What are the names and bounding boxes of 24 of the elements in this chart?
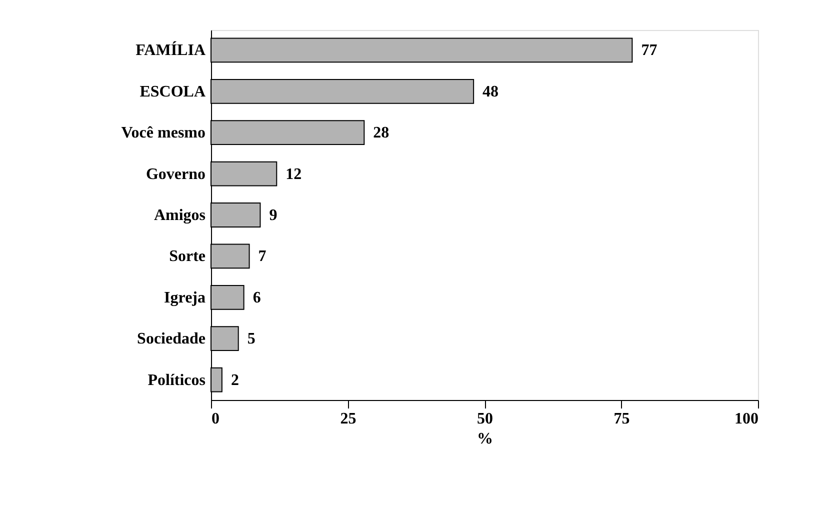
data-label: 77 — [641, 42, 658, 60]
y-tick-label: FAMÍLIA — [136, 41, 206, 60]
y-tick-label: Sociedade — [137, 330, 206, 348]
data-label: 9 — [269, 207, 278, 224]
data-label: 5 — [247, 330, 256, 348]
data-label: 6 — [252, 289, 261, 306]
y-tick-label: Amigos — [154, 207, 206, 224]
x-tick-label: 75 — [614, 410, 630, 428]
y-tick-label: Igreja — [164, 289, 206, 306]
x-tick-label: 50 — [477, 410, 493, 428]
x-axis-title: % — [477, 430, 493, 448]
data-label: 48 — [482, 83, 499, 100]
x-tick-label: 0 — [212, 410, 220, 428]
data-label: 12 — [286, 166, 302, 183]
y-tick-label: Você mesmo — [121, 124, 206, 142]
x-tick-label: 25 — [340, 410, 356, 428]
data-label: 2 — [230, 372, 239, 389]
y-tick-label: Sorte — [169, 248, 206, 266]
y-tick-label: Políticos — [148, 372, 206, 389]
y-tick-label: ESCOLA — [140, 83, 206, 100]
y-tick-label: Governo — [146, 166, 206, 183]
data-label: 28 — [373, 124, 390, 142]
data-label: 7 — [258, 248, 266, 266]
x-tick-label: 100 — [734, 410, 758, 428]
